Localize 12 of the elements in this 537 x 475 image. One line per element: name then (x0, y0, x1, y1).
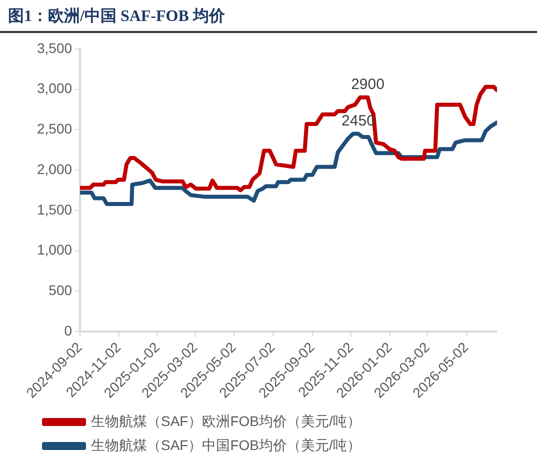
legend-label: 生物航煤（SAF）中国FOB均价（美元/吨） (91, 436, 361, 453)
chart-title: 图1：欧洲/中国 SAF-FOB 均价 (0, 0, 537, 33)
annotation: 2900 (351, 76, 384, 94)
y-tick-label: 1,500 (36, 201, 72, 218)
y-tick-label: 2,500 (36, 120, 72, 137)
y-tick-label: 500 (48, 282, 72, 298)
y-tick-label: 3,000 (36, 80, 72, 96)
legend-label: 生物航煤（SAF）欧洲FOB均价（美元/吨） (91, 412, 361, 429)
y-tick-label: 2,000 (36, 160, 72, 177)
y-tick-label: 0 (64, 322, 72, 338)
y-tick-label: 3,500 (36, 40, 72, 56)
y-tick-label: 1,000 (36, 242, 72, 258)
